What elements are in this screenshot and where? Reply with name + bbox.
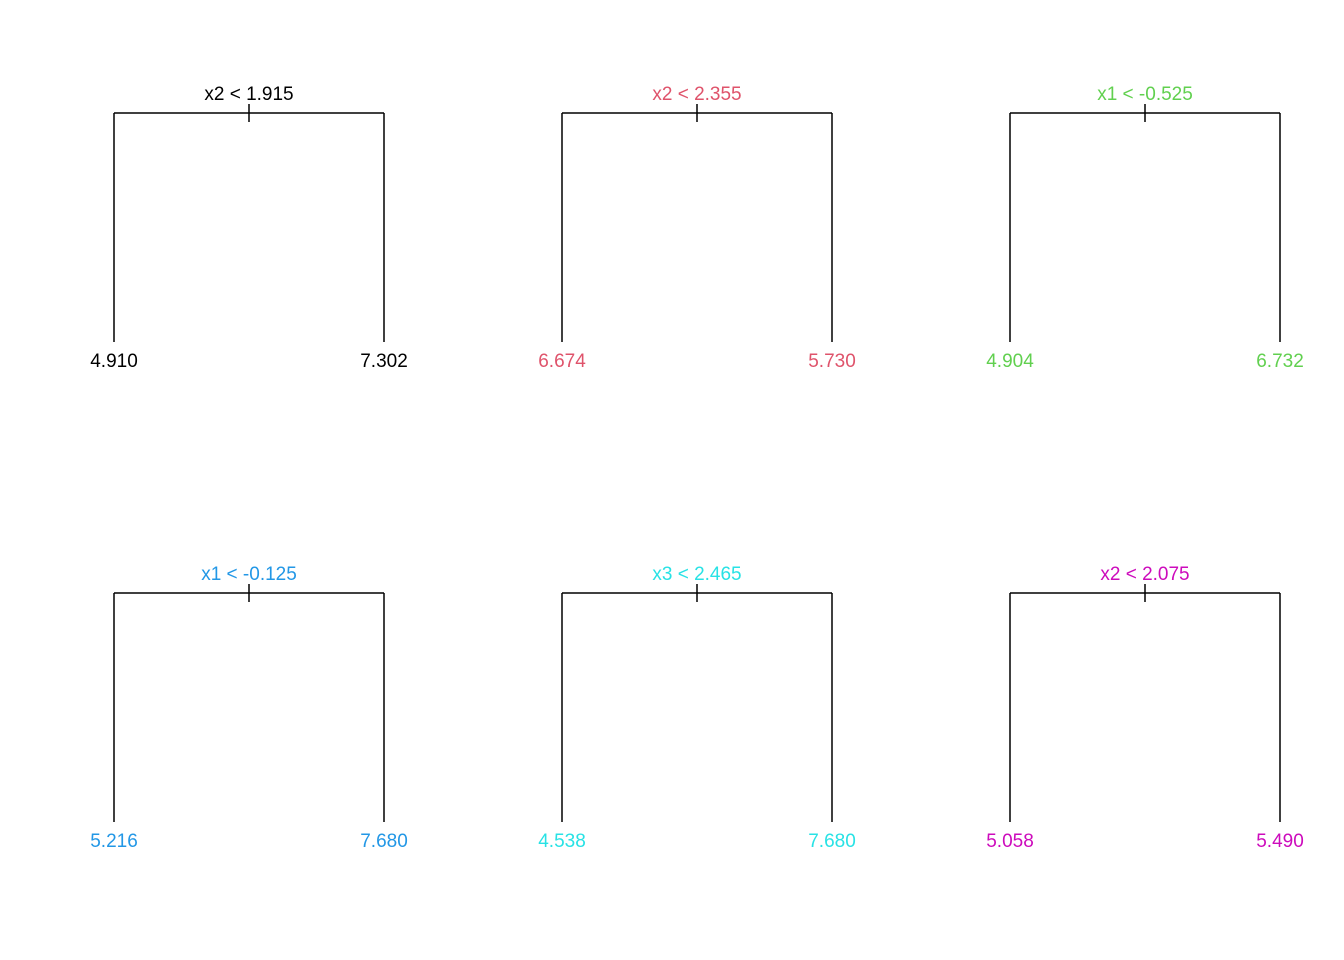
split-label: x2 < 1.915 bbox=[204, 84, 293, 105]
split-label: x1 < -0.525 bbox=[1097, 84, 1193, 105]
leaf-label: 6.674 bbox=[538, 351, 586, 372]
split-label: x2 < 2.355 bbox=[652, 84, 741, 105]
leaf-label: 6.732 bbox=[1256, 351, 1304, 372]
leaf-label: 5.730 bbox=[808, 351, 856, 372]
leaf-label: 5.216 bbox=[90, 831, 138, 852]
leaf-label: 7.680 bbox=[360, 831, 408, 852]
leaf-label: 5.490 bbox=[1256, 831, 1304, 852]
split-label: x2 < 2.075 bbox=[1100, 564, 1189, 585]
leaf-label: 7.302 bbox=[360, 351, 408, 372]
leaf-label: 4.910 bbox=[90, 351, 138, 372]
split-label: x3 < 2.465 bbox=[652, 564, 741, 585]
split-label: x1 < -0.125 bbox=[201, 564, 297, 585]
leaf-label: 7.680 bbox=[808, 831, 856, 852]
leaf-label: 5.058 bbox=[986, 831, 1034, 852]
leaf-label: 4.904 bbox=[986, 351, 1034, 372]
leaf-label: 4.538 bbox=[538, 831, 586, 852]
